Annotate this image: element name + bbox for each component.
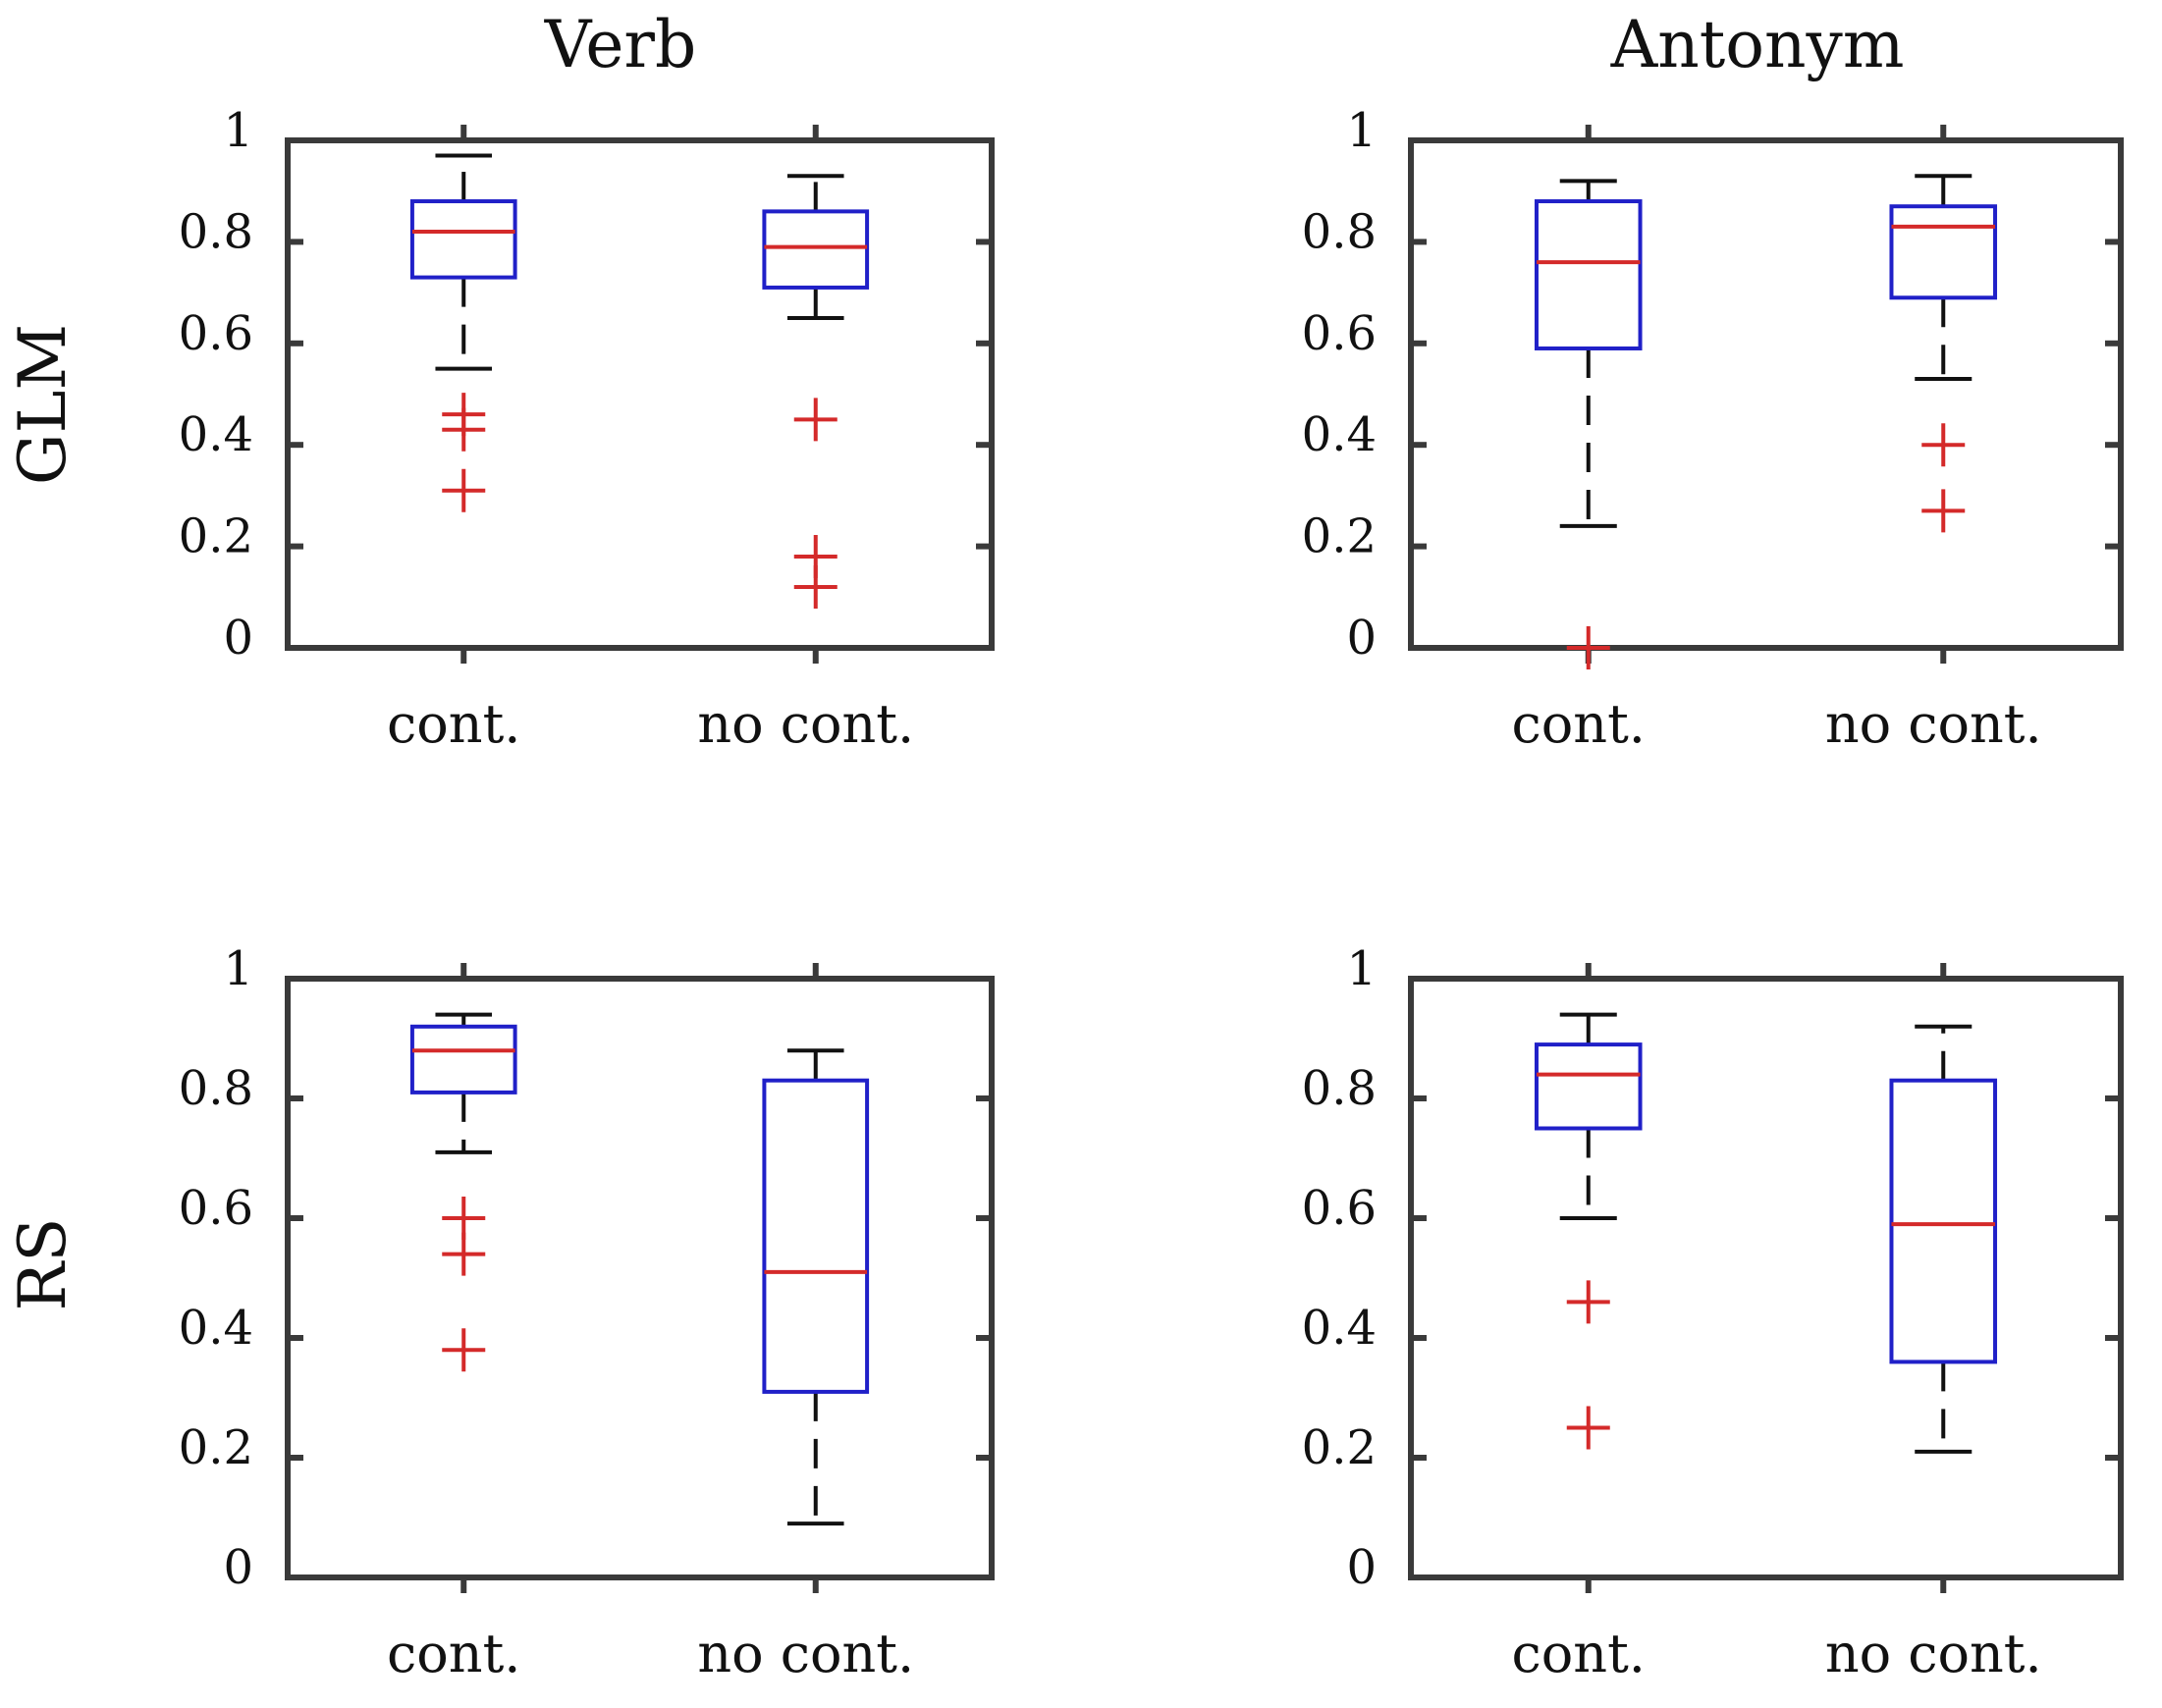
box-group-cont (1534, 179, 1643, 669)
box-group-cont (1534, 1012, 1643, 1450)
y-tick-label: 0.4 (179, 407, 253, 462)
outlier-marker (1921, 423, 1966, 467)
box-group-cont (409, 153, 517, 512)
box-group-cont (409, 1012, 517, 1372)
box-cont (409, 1024, 517, 1094)
x-category-label-cont: cont. (1512, 1623, 1646, 1684)
y-tick-label: 1 (223, 941, 253, 996)
x-category-label-no-cont: no cont. (1825, 693, 2042, 755)
y-tick-label: 0.8 (1302, 204, 1377, 259)
box-no-cont (762, 1078, 870, 1394)
subplot-rs-antonym: 0 0.2 0.4 0.6 0.8 1 cont. no cont. (1302, 941, 2124, 1684)
y-tick-label: 1 (1346, 941, 1377, 996)
box-no-cont (762, 209, 870, 290)
subplot-glm-verb: 0 0.2 0.4 0.6 0.8 1 cont. no cont. (179, 103, 995, 755)
outlier-marker (442, 1232, 486, 1276)
box-group-no-cont (762, 174, 870, 609)
y-tick-label: 0.6 (1302, 1181, 1377, 1236)
x-category-label-cont: cont. (387, 1623, 520, 1684)
column-title-verb: Verb (544, 7, 696, 82)
outlier-marker (1566, 1280, 1610, 1324)
y-tick-label: 0 (223, 1540, 253, 1595)
box-no-cont (1889, 204, 1998, 300)
y-tick-label: 0 (1346, 1540, 1377, 1595)
box-group-no-cont (1889, 1024, 1998, 1454)
x-category-label-no-cont: no cont. (1825, 1623, 2042, 1684)
axes-frame-rs-verb (285, 976, 995, 1580)
outlier-marker (1566, 1406, 1610, 1450)
y-tick-label: 1 (223, 103, 253, 158)
y-tick-label: 1 (1346, 103, 1377, 158)
y-tick-label: 0.8 (179, 204, 253, 259)
x-category-label-cont: cont. (387, 693, 520, 755)
box-cont (1534, 1042, 1643, 1131)
y-tick-label: 0.6 (179, 1181, 253, 1236)
row-label-rs: RS (5, 1218, 81, 1311)
axes-frame-glm-antonym (1408, 137, 2124, 651)
y-tick-label: 0.6 (1302, 306, 1377, 361)
y-tick-label: 0.6 (179, 306, 253, 361)
x-category-label-no-cont: no cont. (697, 1623, 914, 1684)
outlier-marker (793, 564, 838, 609)
y-tick-label: 0.2 (179, 509, 253, 564)
outlier-marker (793, 398, 838, 442)
box-group-no-cont (762, 1048, 870, 1526)
subplot-rs-verb: 0 0.2 0.4 0.6 0.8 1 cont. no cont. (179, 941, 995, 1684)
y-tick-label: 0.2 (1302, 509, 1377, 564)
y-tick-label: 0.4 (1302, 1301, 1377, 1356)
axes-frame-rs-antonym (1408, 976, 2124, 1580)
outlier-marker (442, 468, 486, 512)
outlier-marker (442, 1328, 486, 1372)
y-tick-label: 0.2 (1302, 1420, 1377, 1475)
axes-frame-glm-verb (285, 137, 995, 651)
y-tick-label: 0.4 (1302, 407, 1377, 462)
y-tick-label: 0.8 (179, 1061, 253, 1116)
outlier-marker (442, 407, 486, 452)
y-tick-label: 0.4 (179, 1301, 253, 1356)
subplot-glm-antonym: 0 0.2 0.4 0.6 0.8 1 cont. no cont. (1302, 103, 2124, 755)
box-group-no-cont (1889, 174, 1998, 533)
outlier-marker (1921, 489, 1966, 533)
x-category-label-no-cont: no cont. (697, 693, 914, 755)
column-title-antonym: Antonym (1610, 7, 1905, 82)
y-tick-label: 0 (1346, 611, 1377, 666)
box-no-cont (1889, 1078, 1998, 1364)
y-tick-label: 0.2 (179, 1420, 253, 1475)
y-tick-label: 0 (223, 611, 253, 666)
subplot-grid: 0 0.2 0.4 0.6 0.8 1 cont. no cont. 0 0.2 0.4 0.6 0.8… (179, 103, 2124, 1684)
y-tick-label: 0.8 (1302, 1061, 1377, 1116)
outlier-marker (1566, 626, 1610, 669)
box-cont (1534, 199, 1643, 350)
row-label-glm: GLM (5, 324, 81, 485)
box-cont (409, 199, 517, 280)
x-category-label-cont: cont. (1512, 693, 1646, 755)
